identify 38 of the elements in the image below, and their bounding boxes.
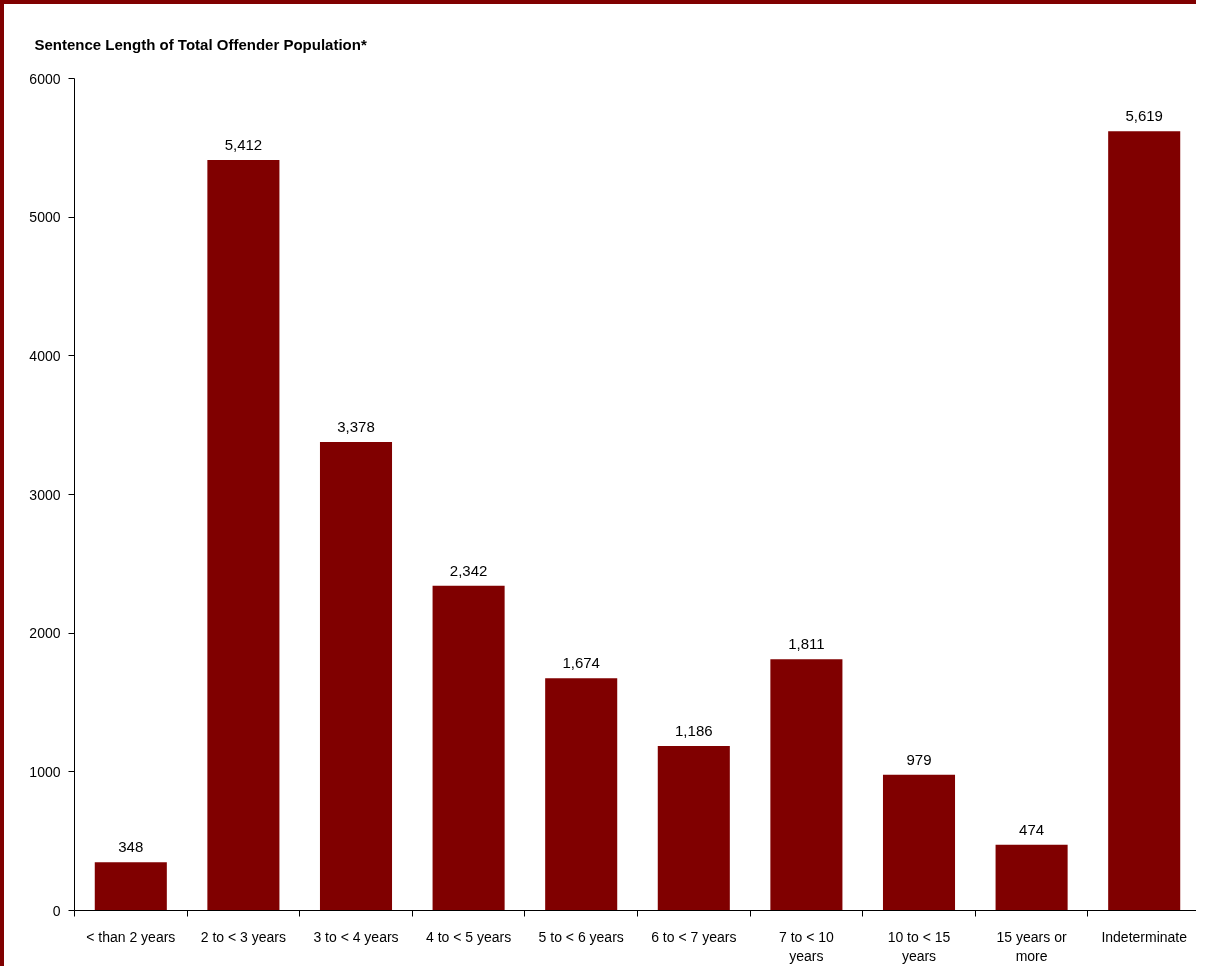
x-tick-label: 15 years or more xyxy=(996,928,1067,964)
x-tick-label: 5 to < 6 years xyxy=(538,928,624,945)
bar xyxy=(882,774,956,911)
x-tick-label: 6 to < 7 years xyxy=(651,928,737,945)
y-tick-label: 0 xyxy=(52,902,61,919)
data-label: 1,674 xyxy=(562,654,600,672)
bar xyxy=(94,862,167,911)
y-tick-label: 1000 xyxy=(29,763,61,780)
bar xyxy=(432,585,505,911)
data-label: 5,619 xyxy=(1125,107,1163,125)
bar xyxy=(770,659,843,911)
data-label: 474 xyxy=(1019,820,1045,838)
data-label: 5,412 xyxy=(224,136,263,154)
x-tick-label: 2 to < 3 years xyxy=(200,928,287,945)
bar xyxy=(545,678,618,911)
y-tick-label: 2000 xyxy=(29,625,61,642)
y-tick-label: 6000 xyxy=(29,70,61,87)
data-label: 1,186 xyxy=(675,722,713,740)
bar xyxy=(1108,131,1181,911)
y-tick-label: 3000 xyxy=(29,486,61,503)
data-label: 3,378 xyxy=(337,418,375,436)
x-tick-label: 10 to < 15 years xyxy=(887,928,951,964)
bar xyxy=(207,160,280,911)
bar xyxy=(995,844,1068,911)
chart-title: Sentence Length of Total Offender Population* xyxy=(34,35,367,53)
y-tick-label: 4000 xyxy=(29,347,61,364)
data-label: 979 xyxy=(906,750,932,768)
x-tick-label: 7 to < 10 years xyxy=(778,928,835,964)
bar xyxy=(657,746,730,911)
x-tick-label: < than 2 years xyxy=(86,928,176,945)
data-label: 348 xyxy=(118,838,144,856)
data-label: 1,811 xyxy=(788,635,825,653)
x-tick-label: Indeterminate xyxy=(1101,928,1188,945)
x-tick-label: 3 to < 4 years xyxy=(313,928,399,945)
x-tick-label: 4 to < 5 years xyxy=(425,928,512,945)
data-label: 2,342 xyxy=(449,561,488,579)
y-tick-label: 5000 xyxy=(29,209,61,226)
bar xyxy=(319,442,393,911)
